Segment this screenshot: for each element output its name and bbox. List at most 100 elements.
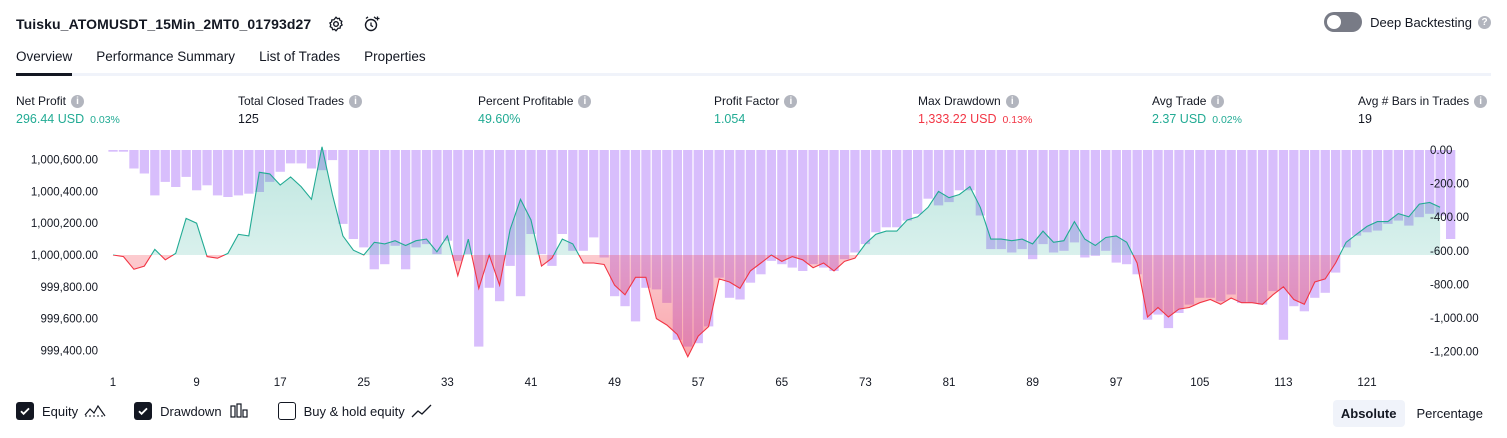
legend-label: Buy & hold equity [303, 403, 405, 419]
drawdown-bar [892, 150, 902, 228]
drawdown-bar [453, 150, 463, 261]
drawdown-checkbox[interactable] [134, 402, 153, 420]
absolute-button[interactable]: Absolute [1332, 400, 1405, 427]
drawdown-bar [369, 150, 379, 270]
drawdown-bar [547, 150, 557, 266]
metric-net-profit: Net Profit i 296.44 USD 0.03% [16, 92, 120, 126]
right-axis: 0.00 -200.00 -400.00 -600.00 -800.00 -1,000.0… [1430, 145, 1479, 359]
drawdown-bar [348, 150, 358, 239]
drawdown-bar [171, 150, 181, 187]
drawdown-bar [1195, 150, 1205, 298]
metric-value: 2.37 USD [1152, 112, 1207, 126]
drawdown-bar [432, 150, 442, 255]
metric-value: 296.44 USD [16, 112, 85, 126]
metric-value: 125 [238, 112, 259, 126]
x-axis-tick-label: 57 [692, 377, 705, 389]
drawdown-bar [860, 150, 871, 245]
drawdown-bar [306, 150, 317, 169]
drawdown-bar [1299, 150, 1309, 312]
drawdown-bar [829, 150, 839, 271]
percentage-button[interactable]: Percentage [1416, 406, 1484, 421]
drawdown-bar [275, 150, 285, 172]
legend-equity[interactable]: Equity [16, 402, 106, 420]
drawdown-bar [766, 150, 776, 261]
metric-value: 1,333.22 USD [918, 112, 997, 126]
drawdown-bar [359, 150, 369, 248]
x-axis-tick-label: 17 [274, 377, 287, 389]
drawdown-bar [1414, 150, 1424, 218]
drawdown-bar [630, 150, 641, 322]
drawdown-bar [662, 150, 672, 303]
help-icon[interactable]: i [1211, 94, 1225, 108]
metric-sub: 0.03% [90, 114, 120, 126]
equity-line-icon [84, 404, 106, 417]
help-icon[interactable]: ? [1478, 15, 1491, 29]
drawdown-bar [651, 150, 662, 290]
help-icon[interactable]: i [578, 94, 592, 108]
metric-label: Max Drawdown [918, 94, 1001, 108]
drawdown-bar [610, 150, 620, 297]
drawdown-bar [338, 150, 348, 224]
x-axis-tick-label: 65 [775, 377, 788, 389]
metric-percent-profitable: Percent Profitable i 49.60% [478, 92, 592, 126]
help-icon[interactable]: i [784, 94, 798, 108]
x-axis-tick-label: 121 [1357, 377, 1376, 389]
drawdown-bar [1404, 150, 1414, 226]
drawdown-bar [1163, 150, 1174, 329]
equity-checkbox[interactable] [16, 402, 34, 420]
drawdown-bar [244, 150, 254, 194]
left-axis-tick-label: 1,000,400.00 [31, 186, 98, 198]
tab-performance-summary[interactable]: Performance Summary [96, 49, 236, 64]
drawdown-bar [1080, 150, 1090, 258]
drawdown-bar [1237, 150, 1247, 303]
right-axis-tick-label: -600.00 [1430, 246, 1469, 258]
metric-label: Total Closed Trades [238, 94, 345, 108]
drawdown-bar [1446, 150, 1456, 239]
drawdown-bar [944, 150, 954, 203]
tab-list-of-trades[interactable]: List of Trades [259, 49, 341, 64]
drawdown-bar [1038, 150, 1048, 245]
drawdown-bar [202, 150, 212, 186]
help-icon[interactable]: i [349, 94, 363, 108]
chart-legend: Equity Drawdown Buy & hold equity [16, 402, 461, 420]
drawdown-bar [913, 150, 923, 214]
right-axis-tick-label: -200.00 [1430, 179, 1469, 191]
strategy-header: Tuisku_ATOMUSDT_15Min_2MT0_01793d27 [16, 10, 383, 38]
deep-backtesting-toggle[interactable] [1324, 12, 1363, 32]
help-icon[interactable]: i [71, 94, 85, 108]
right-axis-tick-label: -1,000.00 [1430, 313, 1479, 325]
add-alert-icon[interactable] [361, 13, 383, 35]
tab-overview[interactable]: Overview [16, 44, 73, 76]
legend-drawdown[interactable]: Drawdown [134, 402, 249, 420]
drawdown-bar [1278, 150, 1289, 340]
drawdown-bar [599, 150, 609, 258]
drawdown-bar [192, 150, 202, 191]
tab-properties[interactable]: Properties [364, 49, 426, 64]
help-icon[interactable]: i [1005, 94, 1019, 108]
drawdown-bar [505, 150, 515, 266]
drawdown-bar [1331, 150, 1341, 273]
drawdown-bar [1028, 150, 1038, 260]
legend-buy-hold[interactable]: Buy & hold equity [277, 402, 433, 420]
drawdown-bar [265, 150, 275, 182]
equity-drawdown-chart[interactable]: 1,000,600.00 1,000,400.00 1,000,200.00 1,00… [0, 140, 1507, 395]
drawdown-bar [1059, 150, 1069, 251]
metric-label: Profit Factor [714, 94, 780, 108]
drawdown-bar [1247, 150, 1257, 303]
metric-profit-factor: Profit Factor i 1.054 [714, 92, 798, 126]
drawdown-bar [745, 150, 756, 283]
buy-hold-checkbox[interactable] [277, 402, 296, 420]
buy-hold-line-icon [411, 404, 432, 418]
settings-icon[interactable] [325, 13, 347, 35]
x-axis-tick-label: 33 [441, 377, 454, 389]
drawdown-bar [1122, 150, 1132, 265]
drawdown-bar [390, 150, 400, 246]
drawdown-bar [1226, 150, 1236, 295]
drawdown-bar [1184, 150, 1194, 305]
left-axis-tick-label: 999,800.00 [40, 282, 98, 294]
drawdown-bar [578, 150, 588, 251]
drawdown-bar [902, 150, 912, 221]
drawdown-bar [181, 150, 191, 177]
metric-label: Percent Profitable [478, 94, 574, 108]
help-icon[interactable]: i [1474, 94, 1488, 108]
